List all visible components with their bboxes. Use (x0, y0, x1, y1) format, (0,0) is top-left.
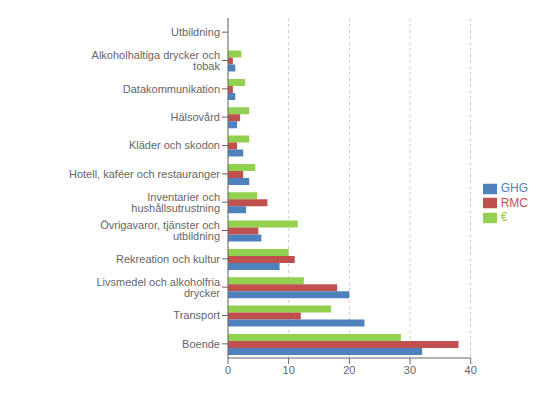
html-text:RMC: RMC (500, 195, 528, 210)
svg-text:Kläder och skodon: Kläder och skodon (129, 139, 220, 151)
svg-text:30: 30 (404, 364, 416, 376)
svg-text:Hälsovård: Hälsovård (170, 111, 220, 123)
html-text:GHG: GHG (500, 180, 528, 195)
svg-text:Utbildning: Utbildning (171, 26, 220, 38)
svg-text:Inventarier ochhushållsutrustn: Inventarier ochhushållsutrustning (131, 191, 220, 214)
svg-text:Livsmedel och alkoholfriadryck: Livsmedel och alkoholfriadrycker (96, 276, 220, 299)
svg-text:Boende: Boende (182, 338, 220, 350)
svg-text:10: 10 (283, 364, 295, 376)
svg-text:Rekreation och kultur: Rekreation och kultur (116, 253, 220, 265)
svg-text:20: 20 (343, 364, 355, 376)
svg-text:0: 0 (225, 364, 231, 376)
svg-text:Övrigavaror, tjänster ochutbil: Övrigavaror, tjänster ochutbildning (100, 219, 220, 242)
svg-text:40: 40 (465, 364, 477, 376)
svg-text:Datakommunikation: Datakommunikation (123, 83, 220, 95)
svg-text:Transport: Transport (173, 309, 220, 321)
svg-text:Hotell, kaféer och restaurange: Hotell, kaféer och restauranger (69, 168, 220, 180)
svg-text:Alkoholhaltiga drycker ochtoba: Alkoholhaltiga drycker ochtobak (92, 49, 221, 72)
